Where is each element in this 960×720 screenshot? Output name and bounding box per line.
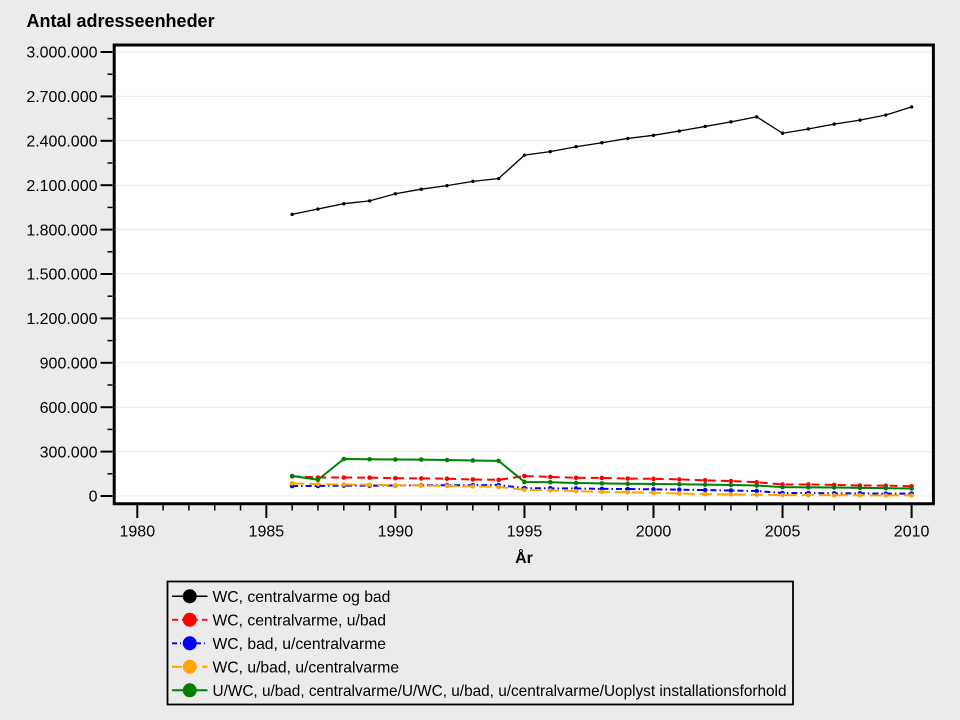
svg-text:3.000.000: 3.000.000 <box>26 45 97 62</box>
svg-text:0: 0 <box>89 489 98 506</box>
svg-text:År: År <box>515 548 533 567</box>
svg-text:2.100.000: 2.100.000 <box>26 178 97 195</box>
svg-text:WC, u/bad, u/centralvarme: WC, u/bad, u/centralvarme <box>213 659 400 676</box>
svg-text:1995: 1995 <box>507 524 543 541</box>
svg-text:1980: 1980 <box>120 524 156 541</box>
svg-text:300.000: 300.000 <box>40 444 98 461</box>
svg-text:1.200.000: 1.200.000 <box>26 311 97 328</box>
svg-text:1990: 1990 <box>378 524 414 541</box>
svg-text:2005: 2005 <box>765 524 801 541</box>
svg-text:1.800.000: 1.800.000 <box>26 222 97 239</box>
svg-text:900.000: 900.000 <box>40 356 98 373</box>
svg-text:1.500.000: 1.500.000 <box>26 267 97 284</box>
svg-text:Antal adresseenheder: Antal adresseenheder <box>27 11 215 31</box>
svg-text:WC, centralvarme, u/bad: WC, centralvarme, u/bad <box>213 612 387 629</box>
svg-text:WC, bad, u/centralvarme: WC, bad, u/centralvarme <box>213 636 387 653</box>
svg-text:WC, centralvarme og bad: WC, centralvarme og bad <box>213 589 391 606</box>
svg-text:2010: 2010 <box>894 524 930 541</box>
svg-text:1985: 1985 <box>249 524 285 541</box>
svg-text:2.400.000: 2.400.000 <box>26 134 97 151</box>
svg-text:2.700.000: 2.700.000 <box>26 89 97 106</box>
svg-text:2000: 2000 <box>636 524 672 541</box>
svg-text:600.000: 600.000 <box>40 400 98 417</box>
svg-text:U/WC, u/bad, centralvarme/U/WC: U/WC, u/bad, centralvarme/U/WC, u/bad, u… <box>213 683 787 700</box>
